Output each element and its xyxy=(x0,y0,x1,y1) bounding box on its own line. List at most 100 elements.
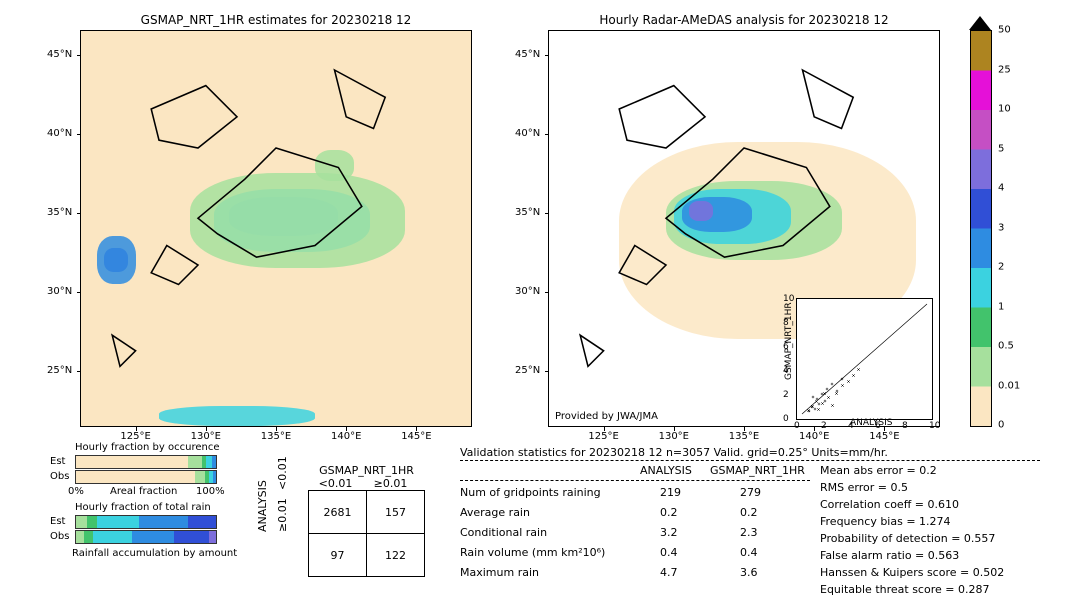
lon-tick: 145°E xyxy=(401,431,431,442)
scatter-ytick: 2 xyxy=(783,390,789,400)
validation-stat: Frequency bias = 1.274 xyxy=(820,515,951,528)
bar-segment xyxy=(87,516,97,528)
validation-header: Validation statistics for 20230218 12 n=… xyxy=(460,446,888,459)
validation-a: 219 xyxy=(660,486,700,499)
bar-xlabel-100: 100% xyxy=(196,486,225,497)
bar-xlabel-mid: Areal fraction xyxy=(110,486,177,497)
ct-row-axis: ANALYSIS xyxy=(256,480,269,532)
bar-segment xyxy=(97,516,139,528)
ct-cell-01: 157 xyxy=(367,491,425,534)
bar-totalrain-obs xyxy=(75,530,217,544)
colorbar-arrow xyxy=(969,16,991,30)
bar-totalrain-est xyxy=(75,515,217,529)
validation-label: Num of gridpoints raining xyxy=(460,486,660,499)
lat-tick: 25°N xyxy=(47,365,72,376)
bars-title-2: Hourly fraction of total rain xyxy=(75,502,211,513)
lon-tick: 145°E xyxy=(869,431,899,442)
lon-tick: 125°E xyxy=(120,431,150,442)
lat-tick: 45°N xyxy=(47,49,72,60)
validation-label: Rain volume (mm km²10⁶) xyxy=(460,546,660,559)
ct-header: GSMAP_NRT_1HR xyxy=(308,464,425,477)
map-radar: Hourly Radar-AMeDAS analysis for 2023021… xyxy=(548,30,940,427)
scatter-xtick: 0 xyxy=(794,421,800,431)
validation-b: 0.4 xyxy=(740,546,800,559)
validation-a: 0.2 xyxy=(660,506,700,519)
bar-segment xyxy=(209,531,216,543)
lat-tick: 40°N xyxy=(47,128,72,139)
colorbar xyxy=(970,30,992,427)
lat-tick: 30°N xyxy=(515,286,540,297)
val-col2-header: GSMAP_NRT_1HR xyxy=(710,464,805,477)
bar-segment xyxy=(76,516,87,528)
dashed-line xyxy=(460,460,1040,461)
ct-row-1: ≥0.01 xyxy=(276,498,289,532)
bar-label-obs2: Obs xyxy=(50,531,69,542)
ct-cell-10: 97 xyxy=(309,534,367,577)
bar-segment xyxy=(188,516,216,528)
colorbar-level: 0.5 xyxy=(998,341,1014,352)
validation-b: 2.3 xyxy=(740,526,800,539)
validation-label: Maximum rain xyxy=(460,566,660,579)
validation-label: Average rain xyxy=(460,506,660,519)
bar-segment xyxy=(188,456,202,468)
validation-b: 3.6 xyxy=(740,566,800,579)
validation-stat: Correlation coeff = 0.610 xyxy=(820,498,959,511)
validation-stat: Mean abs error = 0.2 xyxy=(820,464,937,477)
bar-segment xyxy=(84,531,92,543)
colorbar-level: 1 xyxy=(998,301,1004,312)
contingency-table: GSMAP_NRT_1HR <0.01≥0.01 ANALYSIS <0.01 … xyxy=(280,464,425,577)
lon-tick: 130°E xyxy=(659,431,689,442)
validation-stat: Hanssen & Kuipers score = 0.502 xyxy=(820,566,1004,579)
colorbar-level: 3 xyxy=(998,222,1004,233)
map2-title: Hourly Radar-AMeDAS analysis for 2023021… xyxy=(599,13,888,27)
bars-title-3: Rainfall accumulation by amount xyxy=(72,548,237,559)
bar-segment xyxy=(213,471,216,483)
map1-title: GSMAP_NRT_1HR estimates for 20230218 12 xyxy=(141,13,412,27)
validation-stat: Probability of detection = 0.557 xyxy=(820,532,995,545)
ct-cell-11: 122 xyxy=(367,534,425,577)
bar-xlabel-0: 0% xyxy=(68,486,84,497)
colorbar-level: 0.01 xyxy=(998,380,1020,391)
lon-tick: 125°E xyxy=(588,431,618,442)
lon-tick: 135°E xyxy=(729,431,759,442)
ct-col-1: ≥0.01 xyxy=(363,477,418,490)
bar-label-est: Est xyxy=(50,456,65,467)
lon-tick: 140°E xyxy=(799,431,829,442)
bars-title-1: Hourly fraction by occurence xyxy=(75,442,219,453)
lat-tick: 30°N xyxy=(47,286,72,297)
lat-tick: 35°N xyxy=(47,207,72,218)
bar-segment xyxy=(76,456,188,468)
bar-label-est2: Est xyxy=(50,516,65,527)
bar-segment xyxy=(195,471,205,483)
lon-tick: 130°E xyxy=(191,431,221,442)
bar-segment xyxy=(93,531,132,543)
colorbar-level: 5 xyxy=(998,143,1004,154)
validation-a: 4.7 xyxy=(660,566,700,579)
lat-tick: 45°N xyxy=(515,49,540,60)
colorbar-level: 25 xyxy=(998,64,1011,75)
ct-cell-00: 2681 xyxy=(309,491,367,534)
lat-tick: 40°N xyxy=(515,128,540,139)
ct-row-0: <0.01 xyxy=(276,456,289,490)
bar-occurrence-obs xyxy=(75,470,217,484)
validation-a: 0.4 xyxy=(660,546,700,559)
colorbar-level: 50 xyxy=(998,25,1011,36)
provided-by: Provided by JWA/JMA xyxy=(555,411,658,422)
colorbar-level: 2 xyxy=(998,262,1004,273)
ct-col-0: <0.01 xyxy=(308,477,363,490)
val-col1-header: ANALYSIS xyxy=(640,464,692,477)
bar-segment xyxy=(132,531,174,543)
validation-stat: RMS error = 0.5 xyxy=(820,481,908,494)
colorbar-level: 4 xyxy=(998,183,1004,194)
colorbar-level: 10 xyxy=(998,104,1011,115)
scatter-xlabel: ANALYSIS xyxy=(850,418,892,428)
lon-tick: 140°E xyxy=(331,431,361,442)
scatter-xtick: 2 xyxy=(821,421,827,431)
validation-stat: False alarm ratio = 0.563 xyxy=(820,549,959,562)
scatter-svg xyxy=(797,299,932,419)
scatter-xtick: 10 xyxy=(929,421,940,431)
bar-segment xyxy=(212,456,216,468)
lon-tick: 135°E xyxy=(261,431,291,442)
coastline-svg xyxy=(81,31,471,421)
validation-label: Conditional rain xyxy=(460,526,660,539)
